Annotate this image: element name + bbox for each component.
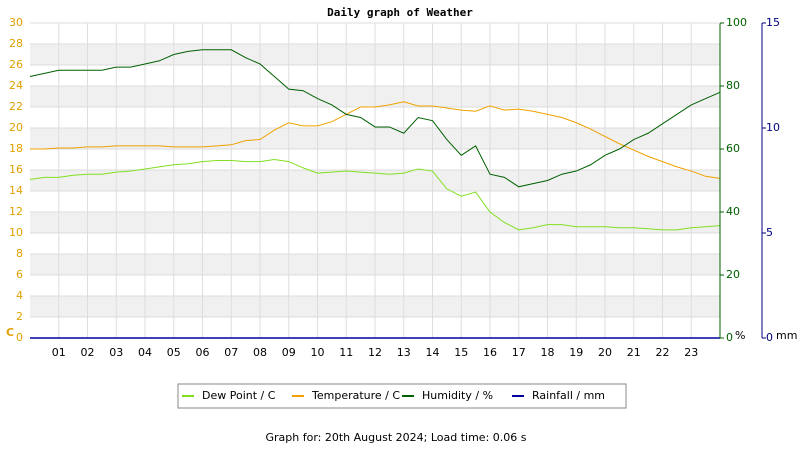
y-tick-label: 24 xyxy=(9,79,23,92)
x-tick-label: 13 xyxy=(397,346,411,359)
y-tick-label: 20 xyxy=(9,121,23,134)
y3-tick-label: 5 xyxy=(766,226,773,239)
x-tick-label: 23 xyxy=(684,346,698,359)
x-tick-label: 10 xyxy=(311,346,325,359)
y-tick-label: 12 xyxy=(9,205,23,218)
x-tick-label: 02 xyxy=(81,346,95,359)
x-tick-label: 07 xyxy=(224,346,238,359)
y2-tick-label: 60 xyxy=(726,142,740,155)
x-tick-label: 11 xyxy=(339,346,353,359)
y3-tick-label: 0 xyxy=(766,331,773,344)
x-tick-label: 17 xyxy=(512,346,526,359)
x-tick-label: 05 xyxy=(167,346,181,359)
x-tick-label: 18 xyxy=(541,346,555,359)
y3-tick-label: 15 xyxy=(766,16,780,29)
y-tick-label: 10 xyxy=(9,226,23,239)
legend: Dew Point / C Temperature / C Humidity / %… xyxy=(182,389,605,402)
x-tick-label: 03 xyxy=(109,346,123,359)
legend-box xyxy=(177,383,627,409)
y-tick-label: 28 xyxy=(9,37,23,50)
series-line xyxy=(29,158,721,231)
y-tick-label: 26 xyxy=(9,58,23,71)
series-line xyxy=(30,101,721,179)
x-tick-label: 14 xyxy=(426,346,440,359)
y2-tick-label: 40 xyxy=(726,205,740,218)
legend-label: Temperature / C xyxy=(311,389,400,402)
x-tick-label: 12 xyxy=(368,346,382,359)
y3-axis-label: mm xyxy=(776,329,797,342)
chart-title: Daily graph of Weather xyxy=(327,6,473,19)
legend-label: Dew Point / C xyxy=(202,389,276,402)
y3-tick-label: 10 xyxy=(766,121,780,134)
y2-tick-label: 80 xyxy=(726,79,740,92)
x-tick-label: 21 xyxy=(627,346,641,359)
y-tick-label: 4 xyxy=(16,289,23,302)
x-tick-label: 16 xyxy=(483,346,497,359)
x-tick-label: 08 xyxy=(253,346,267,359)
x-tick-label: 09 xyxy=(282,346,296,359)
legend-label: Rainfall / mm xyxy=(532,389,605,402)
y-tick-label: 14 xyxy=(9,184,23,197)
y-tick-label: 18 xyxy=(9,142,23,155)
series-line xyxy=(29,49,721,188)
y-tick-label: 16 xyxy=(9,163,23,176)
x-tick-label: 19 xyxy=(569,346,583,359)
y2-axis-label: % xyxy=(735,329,745,342)
x-tick-label: 22 xyxy=(656,346,670,359)
x-tick-label: 06 xyxy=(196,346,210,359)
footer: Graph for: 20th August 2024; Load time: … xyxy=(266,431,527,444)
x-tick-label: 01 xyxy=(52,346,66,359)
y-tick-label: 8 xyxy=(16,247,23,260)
y2-tick-label: 0 xyxy=(726,331,733,344)
x-tick-label: 20 xyxy=(598,346,612,359)
x-tick-label: 04 xyxy=(138,346,152,359)
y-tick-label: 22 xyxy=(9,100,23,113)
x-tick-label: 15 xyxy=(454,346,468,359)
y-tick-label: 6 xyxy=(16,268,23,281)
y-tick-label: 30 xyxy=(9,16,23,29)
y2-tick-label: 20 xyxy=(726,268,740,281)
y2-tick-label: 100 xyxy=(726,16,747,29)
legend-label: Humidity / % xyxy=(422,389,493,402)
y-axis-label: C xyxy=(6,326,14,339)
y-tick-label: 0 xyxy=(16,331,23,344)
y-tick-label: 2 xyxy=(16,310,23,323)
lines xyxy=(29,49,721,339)
